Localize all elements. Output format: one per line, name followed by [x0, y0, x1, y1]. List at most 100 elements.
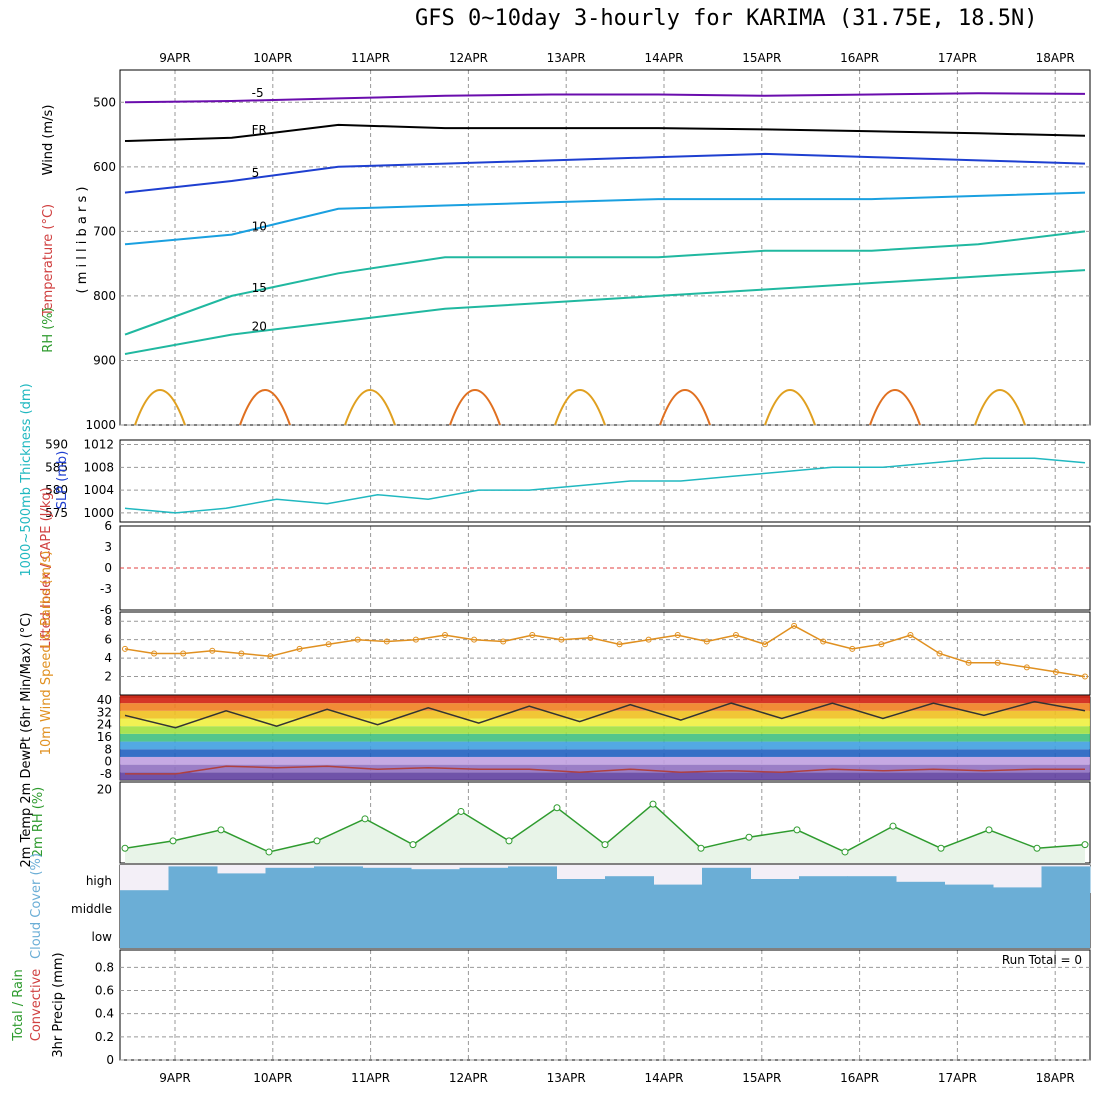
- rh-point: [169, 837, 177, 845]
- run-total-label: Run Total = 0: [1002, 953, 1082, 967]
- rh-point: [409, 841, 417, 849]
- day-label-bottom: 14APR: [644, 1071, 683, 1085]
- wind-speed-point: [994, 659, 1001, 666]
- high-cloud-bar: [799, 876, 848, 893]
- day-label-bottom: 10APR: [253, 1071, 292, 1085]
- day-label-bottom: 17APR: [938, 1071, 977, 1085]
- day-label-top: 14APR: [644, 51, 683, 65]
- temp-band: [120, 756, 1090, 765]
- wind-tick: 8: [104, 614, 112, 628]
- high-cloud-bar: [556, 879, 606, 893]
- high-cloud-bar: [750, 879, 800, 893]
- day-label-top: 16APR: [840, 51, 879, 65]
- temp-tick: 40: [97, 693, 112, 707]
- lifted-index-tick: 6: [104, 519, 112, 533]
- day-label-top: 17APR: [938, 51, 977, 65]
- wind-speed-point: [471, 636, 478, 643]
- pressure-axis-label: ( m i l l i b a r s ): [75, 187, 90, 294]
- rh-tick: 20: [97, 782, 112, 796]
- warm-contour: [974, 389, 1026, 426]
- wind-speed-point: [122, 645, 128, 652]
- high-cloud-bar: [265, 867, 315, 893]
- warm-contour: [869, 389, 921, 426]
- wind-tick: 4: [104, 651, 112, 665]
- slp-tick: 1004: [83, 483, 114, 497]
- isotherm-label: -5: [252, 86, 264, 100]
- pressure-tick: 800: [93, 289, 116, 303]
- high-cloud-bar: [847, 876, 897, 893]
- temp-tick: -8: [100, 767, 112, 781]
- rh-point: [1033, 844, 1041, 852]
- chart-title: GFS 0~10day 3-hourly for KARIMA (31.75E,…: [415, 6, 1038, 31]
- wind-speed-point: [558, 636, 565, 643]
- precip-legend-convective: Convective: [29, 969, 44, 1042]
- rh-point: [985, 826, 993, 834]
- high-cloud-bar: [993, 887, 1042, 893]
- isotherm-line: [124, 152, 1086, 194]
- wind-speed-point: [616, 641, 623, 648]
- wind-speed-point: [645, 636, 652, 643]
- high-cloud-bar: [411, 869, 460, 893]
- rh-point: [889, 822, 897, 830]
- warm-contour: [659, 389, 711, 426]
- wind-speed-point: [151, 650, 158, 657]
- temp-tick: 8: [104, 742, 112, 756]
- wind-speed-point: [412, 636, 419, 643]
- wind-axis-label: 10m Wind Speed & Barbs (m/s): [39, 551, 54, 756]
- temp-band: [120, 726, 1090, 734]
- isotherm-label: 15: [252, 281, 267, 295]
- wind-speed-point: [762, 641, 768, 648]
- isotherm-label: 5: [252, 166, 260, 180]
- warm-contour: [554, 389, 606, 426]
- pressure-tick: 900: [93, 353, 116, 367]
- rh-point: [217, 826, 225, 834]
- pressure-tick: 700: [93, 224, 116, 238]
- thickness-tick: 575: [45, 506, 68, 520]
- isotherm-label: 20: [252, 320, 267, 334]
- day-label-bottom: 12APR: [449, 1071, 488, 1085]
- warm-contour: [764, 389, 816, 426]
- temp-band: [120, 710, 1090, 719]
- precip-tick: 0.2: [95, 1030, 114, 1044]
- rh-point: [793, 826, 801, 834]
- slp-tick: 1000: [83, 506, 114, 520]
- isotherm-line: [124, 92, 1086, 104]
- wind-speed-point: [180, 650, 187, 657]
- cloud-layer-label: middle: [71, 902, 112, 916]
- rh-point: [601, 841, 609, 849]
- day-label-top: 9APR: [159, 51, 190, 65]
- temp-tick: 24: [97, 718, 112, 732]
- pressure-tick: 1000: [85, 418, 116, 432]
- panel-frame: [119, 439, 1091, 523]
- pressure-tick: 600: [93, 160, 116, 174]
- rh-point: [313, 837, 321, 845]
- rh-point: [265, 848, 273, 856]
- high-cloud-bar: [605, 876, 654, 893]
- precip-tick: 0.6: [95, 984, 114, 998]
- wind-speed-point: [529, 632, 536, 639]
- high-cloud-bar: [362, 867, 412, 893]
- slp-tick: 1012: [83, 438, 114, 452]
- rh-point: [553, 804, 561, 812]
- day-label-top: 11APR: [351, 51, 390, 65]
- temp-band: [120, 733, 1090, 742]
- rh-point: [457, 807, 465, 815]
- rh-point: [745, 833, 753, 841]
- thickness-tick: 585: [45, 460, 68, 474]
- wind-speed-point: [325, 641, 332, 648]
- wind-speed-point: [1052, 668, 1059, 675]
- wind-speed-point: [703, 638, 710, 645]
- warm-contour: [134, 389, 186, 426]
- cloud-layer-label: low: [92, 930, 113, 944]
- temp-band: [120, 764, 1090, 773]
- rh-point: [841, 848, 849, 856]
- isotherm-line: [124, 123, 1086, 142]
- panel-frame: [119, 949, 1091, 1061]
- wind-tick: 6: [104, 633, 112, 647]
- day-label-bottom: 15APR: [742, 1071, 781, 1085]
- high-cloud-bar: [508, 866, 557, 893]
- day-label-top: 13APR: [547, 51, 586, 65]
- rh-axis-label: 2m RH (%): [31, 787, 46, 858]
- day-label-bottom: 9APR: [159, 1071, 190, 1085]
- isotherm-label: 10: [252, 220, 267, 234]
